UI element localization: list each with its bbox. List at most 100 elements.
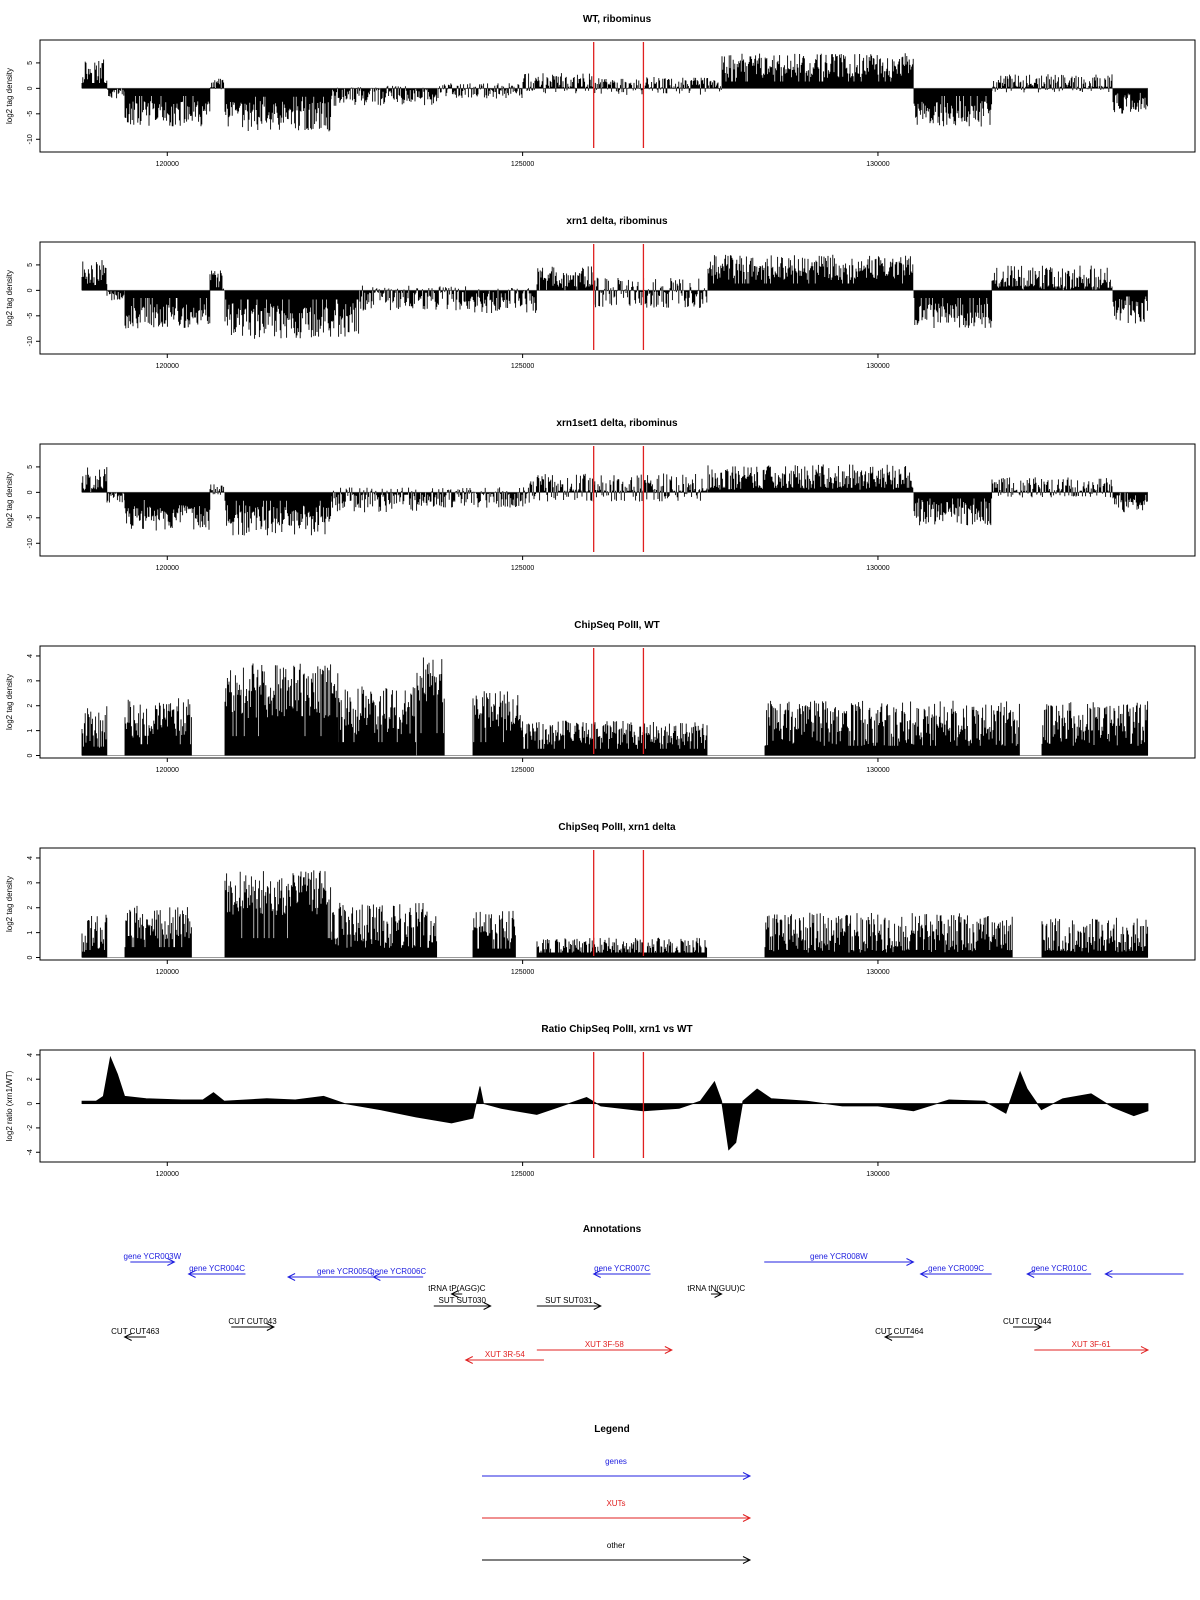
annotation-feature: CUT CUT464 <box>875 1327 924 1341</box>
chart-title: xrn1set1 delta, ribominus <box>556 418 678 429</box>
y-tick-label: 4 <box>27 654 34 658</box>
arrow-head <box>1034 1323 1043 1331</box>
y-tick-label: 0 <box>27 288 34 292</box>
x-tick-label: 125000 <box>511 1171 534 1178</box>
y-axis-label: log2 tag density <box>5 68 14 124</box>
x-tick-label: 120000 <box>156 565 179 572</box>
annotation-label: tRNA tN(GUU)C <box>687 1284 745 1293</box>
annotation-label: XUT 3F-58 <box>585 1340 625 1349</box>
arrow-head <box>883 1333 893 1341</box>
annotation-feature: CUT CUT463 <box>111 1327 160 1341</box>
y-tick-label: 2 <box>27 704 34 708</box>
legend-item-genes: genes <box>482 1457 752 1480</box>
chart-title: ChipSeq PolII, xrn1 delta <box>558 822 676 833</box>
annotation-feature: gene YCR008W <box>764 1252 915 1266</box>
y-tick-label: 5 <box>27 465 34 469</box>
y-tick-label: 5 <box>27 263 34 267</box>
annotation-feature: gene YCR009C <box>919 1264 992 1278</box>
annotation-label: gene YCR004C <box>189 1264 245 1273</box>
arrow-head <box>742 1556 752 1564</box>
arrow-head <box>714 1290 723 1298</box>
arrow-head <box>372 1273 381 1281</box>
y-tick-label: 1 <box>27 729 34 733</box>
x-tick-label: 125000 <box>511 363 534 370</box>
annotation-feature: gene YCR006C <box>370 1267 426 1281</box>
arrow-head <box>919 1270 928 1278</box>
annotation-feature: gene YCR004C <box>187 1264 246 1278</box>
annotation-feature: gene YCR010C <box>1026 1264 1092 1278</box>
annotation-feature: XUT 3R-54 <box>464 1350 544 1364</box>
y-tick-label: -10 <box>27 134 34 144</box>
y-tick-label: 2 <box>27 906 34 910</box>
y-tick-label: 3 <box>27 679 34 683</box>
annotation-label: gene YCR008W <box>810 1252 868 1261</box>
annotation-feature: SUT SUT030 <box>433 1296 492 1310</box>
y-tick-label: 4 <box>27 1053 34 1057</box>
arrow-head <box>592 1270 601 1278</box>
arrow-head <box>1104 1270 1113 1278</box>
y-tick-label: -10 <box>27 538 34 548</box>
legend-label: genes <box>605 1457 627 1466</box>
annotation-feature: XUT 3F-61 <box>1034 1340 1150 1354</box>
annotation-label: XUT 3R-54 <box>485 1350 525 1359</box>
arrow-head <box>286 1273 296 1281</box>
annotation-label: SUT SUT031 <box>545 1296 593 1305</box>
annotations-panel: Annotations gene YCR003W gene YCR004C gene… <box>111 1224 1184 1364</box>
x-tick-label: 120000 <box>156 161 179 168</box>
y-axis-label: log2 tag density <box>5 876 14 932</box>
x-tick-label: 120000 <box>156 1171 179 1178</box>
plot-frame <box>39 1049 1196 1163</box>
x-tick-label: 130000 <box>866 161 889 168</box>
annotation-label: gene YCR003W <box>124 1252 182 1261</box>
arrow-head <box>483 1302 492 1310</box>
y-tick-label: 0 <box>27 1102 34 1106</box>
legend-item-xuts: XUTs <box>482 1499 752 1522</box>
legend-title: Legend <box>594 1424 630 1435</box>
plot-frame <box>39 847 1196 961</box>
x-tick-label: 130000 <box>866 565 889 572</box>
y-tick-label: 5 <box>27 61 34 65</box>
x-tick-label: 120000 <box>156 969 179 976</box>
x-tick-label: 130000 <box>866 969 889 976</box>
chart-title: ChipSeq PolII, WT <box>574 620 660 631</box>
arrow-head <box>167 1258 176 1266</box>
track-bars <box>81 254 1148 339</box>
x-tick-label: 125000 <box>511 969 534 976</box>
y-axis-label: log2 ratio (xrn1/WT) <box>5 1070 14 1141</box>
legend-item-other: other <box>482 1541 752 1564</box>
arrow-head <box>187 1270 196 1278</box>
x-tick-label: 125000 <box>511 161 534 168</box>
annotation-label: CUT CUT043 <box>228 1317 277 1326</box>
y-tick-label: 0 <box>27 955 34 959</box>
arrow-head <box>742 1514 752 1522</box>
annotation-label: gene YCR009C <box>928 1264 984 1273</box>
y-tick-label: -10 <box>27 336 34 346</box>
chart-title: WT, ribominus <box>583 14 652 25</box>
x-tick-label: 120000 <box>156 767 179 774</box>
x-tick-label: 125000 <box>511 767 534 774</box>
arrow-head <box>664 1346 673 1354</box>
chart-panel-1: WT, ribominus log2 tag density -10 -5 0 5 1200… <box>5 14 1196 168</box>
annotation-label: CUT CUT044 <box>1003 1317 1052 1326</box>
annotation-feature: tRNA tN(GUU)C <box>687 1284 745 1298</box>
plot-frame <box>39 645 1196 759</box>
plot-frame <box>39 443 1196 557</box>
arrow-head <box>464 1356 473 1364</box>
x-tick-label: 130000 <box>866 1171 889 1178</box>
y-tick-label: -2 <box>27 1125 34 1131</box>
y-axis-label: log2 tag density <box>5 674 14 730</box>
annotation-label: XUT 3F-61 <box>1072 1340 1112 1349</box>
annotation-label: CUT CUT463 <box>111 1327 160 1336</box>
legend-label: XUTs <box>606 1499 625 1508</box>
chart-panel-5: ChipSeq PolII, xrn1 delta log2 tag densit… <box>5 822 1196 976</box>
annotation-feature: CUT CUT043 <box>228 1317 277 1331</box>
arrow-head <box>450 1290 459 1298</box>
y-tick-label: 4 <box>27 856 34 860</box>
arrow-head <box>742 1472 752 1480</box>
annotation-label: gene YCR005C <box>317 1267 373 1276</box>
annotation-feature: SUT SUT031 <box>536 1296 602 1310</box>
annotation-feature: gene YCR007C <box>592 1264 651 1278</box>
y-tick-label: 0 <box>27 86 34 90</box>
annotation-label: SUT SUT030 <box>438 1296 486 1305</box>
